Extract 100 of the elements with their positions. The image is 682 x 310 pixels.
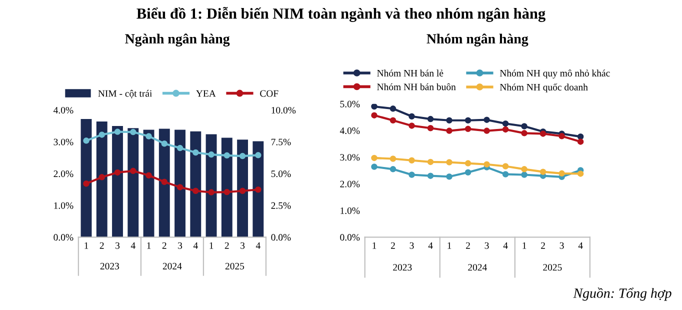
text: 2025 [225, 262, 244, 270]
text: 2025 [543, 264, 562, 271]
point [408, 157, 415, 164]
legend-label: Nhóm NH quốc doanh [500, 83, 588, 92]
legend-label: Nhóm NH bán lẻ [377, 70, 444, 76]
x-tick-label: 3 [560, 242, 564, 249]
x-tick-label: 4 [193, 242, 198, 249]
y-tick-label: 4.0% [340, 127, 360, 134]
bar [237, 140, 248, 238]
point [192, 188, 199, 194]
chart-subtitle: Ngành ngân hàng [125, 34, 230, 46]
point [446, 117, 452, 124]
text: 2023 [393, 264, 412, 271]
bar [221, 138, 232, 238]
point [408, 172, 415, 178]
point [558, 132, 565, 140]
point [427, 158, 434, 166]
point [371, 104, 378, 110]
x-tick-label: 1 [522, 242, 526, 249]
x-tick-label: 1 [84, 242, 88, 249]
text: 2024 [468, 264, 487, 271]
y2-tick-label: 2.5% [271, 202, 291, 209]
point [255, 152, 262, 158]
text: 2024 [162, 262, 182, 270]
bar [190, 131, 202, 238]
point [521, 130, 528, 136]
point [371, 112, 378, 118]
chart-title: Nhóm ngân hàng [426, 34, 528, 46]
point [464, 117, 472, 124]
point [224, 152, 230, 159]
point [540, 168, 546, 175]
point [114, 128, 121, 135]
point [208, 151, 214, 158]
legend-label: COF [260, 90, 278, 97]
y2-tick-label: 0.0% [271, 234, 291, 241]
point [255, 186, 262, 193]
legend-label: NIM - cột trái [98, 90, 152, 98]
point [161, 140, 168, 147]
x-tick-label: 3 [116, 242, 120, 249]
x-tick-label: 2 [391, 242, 395, 249]
x-tick-label: 1 [372, 242, 376, 249]
bar [206, 134, 217, 238]
point [464, 169, 472, 176]
y-tick-label: 2.0% [54, 170, 74, 178]
bar [80, 118, 92, 238]
point [192, 149, 199, 156]
y2-tick-label: 7.5% [271, 138, 291, 146]
point [390, 166, 396, 172]
x-tick-label: 3 [410, 242, 414, 249]
x-tick-label: 3 [240, 242, 245, 249]
point [484, 128, 490, 134]
x-tick-label: 1 [210, 242, 214, 249]
point [390, 106, 396, 112]
point [446, 159, 452, 166]
point [130, 168, 136, 174]
point [408, 122, 415, 129]
bar [174, 130, 186, 238]
point [239, 152, 246, 160]
point [502, 120, 509, 127]
point [390, 156, 396, 162]
bar [96, 121, 108, 238]
point [464, 126, 472, 132]
bar [158, 128, 170, 238]
x-tick-label: 4 [503, 242, 508, 249]
point [521, 166, 528, 172]
y-tick-label: 1.0% [340, 207, 360, 214]
text: Nguồn: Tổng hợp [573, 288, 672, 301]
y-tick-label: 5.0% [340, 100, 360, 108]
x-tick-label: 4 [578, 242, 583, 249]
point [521, 172, 528, 178]
x-tick-label: 2 [100, 242, 104, 249]
point [130, 128, 136, 136]
point [371, 164, 378, 170]
text: Biểu đồ 1: Diễn biến NIM toàn ngành và theo nhóm ngân hàng [136, 6, 546, 22]
x-tick-label: 3 [178, 242, 182, 249]
point [558, 170, 565, 177]
y-tick-label: 2.0% [340, 180, 360, 188]
point [161, 178, 168, 185]
point [239, 188, 246, 194]
y2-tick-label: 10.0% [272, 106, 296, 114]
point [98, 174, 105, 180]
x-tick-label: 1 [448, 242, 452, 249]
point [464, 160, 472, 166]
legend-label: Nhóm NH bán buôn [377, 83, 456, 90]
point [502, 126, 509, 133]
point [577, 134, 584, 140]
point [114, 169, 121, 176]
point [371, 154, 378, 162]
y2-tick-label: 5.0% [271, 170, 291, 178]
bar [128, 128, 139, 238]
legend-label: YEA [196, 90, 216, 97]
point [540, 130, 546, 137]
x-tick-label: 3 [484, 242, 489, 249]
point [577, 138, 584, 145]
point [577, 170, 584, 177]
point [176, 184, 184, 190]
point [446, 174, 452, 180]
x-tick-label: 4 [428, 242, 433, 249]
y-tick-label: 3.0% [54, 138, 74, 146]
point [83, 138, 90, 144]
